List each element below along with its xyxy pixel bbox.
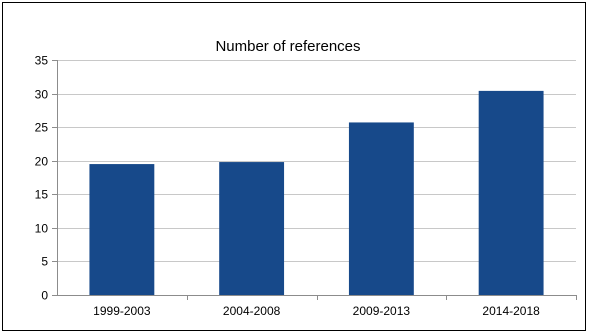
bar-chart: Number of references 0 5 10 15 20 25 30 35 1999…	[35, 38, 577, 318]
y-tick-label: 35	[35, 54, 49, 68]
bar	[89, 164, 155, 295]
y-tick-label: 0	[41, 289, 48, 303]
chart-title: Number of references	[215, 38, 360, 55]
y-tick-label: 5	[41, 255, 48, 269]
y-tick-label: 20	[35, 155, 49, 169]
bar	[478, 90, 544, 295]
y-tick-label: 10	[35, 222, 49, 236]
chart-frame: Number of references 0 5 10 15 20 25 30 35 1999…	[2, 2, 586, 331]
bars	[89, 90, 544, 295]
bar	[348, 122, 414, 295]
y-tick-label: 30	[35, 88, 49, 102]
x-tick-label: 2014-2018	[482, 304, 540, 318]
y-tick-label: 15	[35, 188, 49, 202]
x-axis-ticks: 1999-2003 2004-2008 2009-2013 2014-2018	[93, 295, 577, 318]
x-tick-label: 2009-2013	[353, 304, 411, 318]
axes	[57, 60, 576, 296]
y-axis-ticks: 0 5 10 15 20 25 30 35	[35, 54, 57, 303]
bar	[219, 162, 285, 295]
y-tick-label: 25	[35, 121, 49, 135]
x-tick-label: 1999-2003	[93, 304, 151, 318]
x-tick-label: 2004-2008	[223, 304, 281, 318]
